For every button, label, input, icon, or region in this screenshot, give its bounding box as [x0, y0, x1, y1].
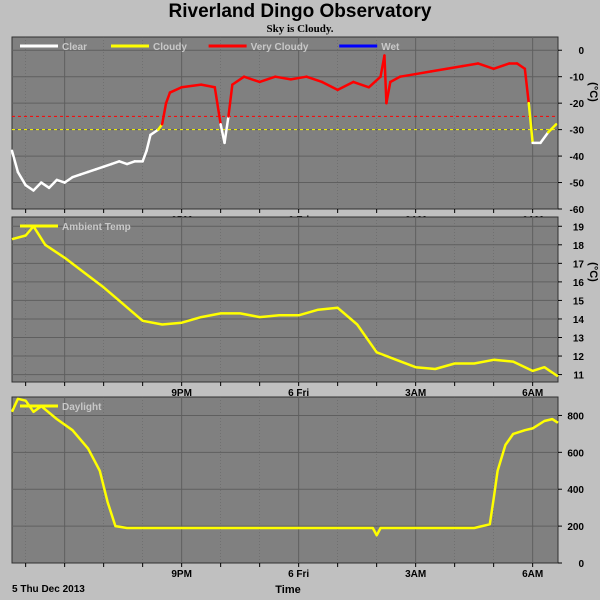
x-tick-label: 3AM — [405, 388, 426, 399]
series-segment — [383, 54, 388, 105]
legend-label: Wet — [381, 42, 400, 53]
series-segment — [539, 131, 550, 145]
series-segment — [320, 80, 339, 92]
series-segment — [86, 168, 98, 174]
x-tick-label: 9PM — [171, 569, 192, 580]
x-axis-label: Time — [275, 584, 300, 596]
legend-label: Daylight — [62, 402, 102, 413]
y-tick-label: 12 — [573, 352, 585, 363]
y-tick-label: 200 — [567, 522, 584, 533]
series-segment — [336, 80, 355, 92]
y-tick-label: -20 — [570, 99, 585, 110]
y-tick-label: -30 — [570, 126, 585, 137]
y-tick-label: 14 — [573, 315, 585, 326]
series-segment — [16, 170, 27, 187]
y-axis-label: (°C) — [587, 262, 599, 282]
series-segment — [242, 75, 261, 84]
series-segment — [125, 160, 137, 166]
y-tick-label: 15 — [573, 296, 585, 307]
series-segment — [102, 162, 113, 168]
series-segment — [515, 62, 527, 71]
series-segment — [160, 101, 168, 126]
y-tick-label: -60 — [570, 205, 585, 216]
series-segment — [94, 165, 105, 171]
legend-label: Clear — [62, 42, 87, 53]
y-tick-label: 18 — [573, 241, 585, 252]
series-segment — [10, 149, 20, 174]
series-segment — [274, 75, 293, 81]
x-tick-label: 6AM — [522, 569, 543, 580]
y-tick-label: 600 — [567, 448, 584, 459]
series-segment — [32, 181, 43, 192]
legend-label: Very Cloudy — [251, 42, 309, 53]
series-segment — [223, 115, 230, 145]
legend-label: Cloudy — [153, 42, 187, 53]
y-tick-label: 400 — [567, 485, 584, 496]
series-segment — [24, 183, 35, 192]
series-segment — [63, 175, 74, 184]
series-segment — [445, 64, 464, 71]
x-tick-label: 9PM — [171, 388, 192, 399]
series-segment — [71, 173, 82, 179]
series-segment — [305, 75, 324, 84]
page-title: Riverland Dingo Observatory — [168, 1, 432, 22]
y-tick-label: 800 — [567, 411, 584, 422]
series-segment — [79, 170, 90, 176]
y-tick-label: 0 — [578, 46, 584, 57]
series-segment — [461, 62, 480, 68]
y-tick-label: 11 — [573, 371, 584, 382]
series-segment — [258, 75, 277, 84]
series-segment — [231, 75, 246, 86]
series-segment — [227, 83, 234, 118]
y-tick-label: -10 — [570, 73, 585, 84]
y-tick-label: 16 — [573, 278, 585, 289]
y-tick-label: 13 — [573, 334, 585, 345]
series-segment — [352, 80, 371, 89]
y-tick-label: 17 — [573, 259, 585, 270]
series-segment — [527, 101, 534, 145]
series-segment — [145, 133, 152, 153]
series-segment — [547, 123, 558, 134]
series-segment — [476, 62, 495, 71]
series-segment — [367, 75, 382, 89]
series-segment — [430, 67, 449, 73]
y-tick-label: 19 — [573, 222, 585, 233]
series-line-ambient-temp — [11, 225, 559, 378]
series-segment — [168, 86, 183, 94]
series-segment — [199, 83, 217, 89]
x-tick-label: 3AM — [405, 569, 426, 580]
series-segment — [523, 67, 530, 105]
series-segment — [47, 178, 59, 190]
series-line-daylight — [10, 397, 559, 537]
series-segment — [398, 72, 417, 78]
date-label: 5 Thu Dec 2013 — [12, 584, 85, 595]
plot-area-1 — [11, 216, 559, 383]
y-tick-label: 0 — [578, 559, 584, 570]
series-segment — [55, 178, 66, 184]
series-segment — [164, 91, 172, 105]
y-tick-label: -50 — [570, 179, 585, 190]
series-segment — [213, 86, 222, 126]
series-segment — [141, 149, 148, 163]
x-tick-label: 6AM — [522, 388, 543, 399]
series-segment — [149, 128, 160, 137]
series-segment — [289, 75, 308, 81]
series-segment — [414, 70, 433, 76]
series-segment — [180, 83, 203, 89]
series-segment — [385, 80, 392, 105]
y-tick-label: -40 — [570, 152, 585, 163]
series-segment — [40, 181, 51, 190]
legend-label: Ambient Temp — [62, 222, 131, 233]
series-segment — [492, 62, 511, 71]
series-segment — [110, 160, 121, 166]
y-axis-label: (°C) — [587, 82, 599, 102]
x-tick-label: 6 Fri — [288, 388, 309, 399]
series-segment — [389, 75, 402, 84]
sky-status: Sky is Cloudy. — [266, 23, 334, 35]
series-segment — [118, 160, 129, 166]
plot-area-2 — [11, 396, 559, 564]
x-tick-label: 6 Fri — [288, 569, 309, 580]
